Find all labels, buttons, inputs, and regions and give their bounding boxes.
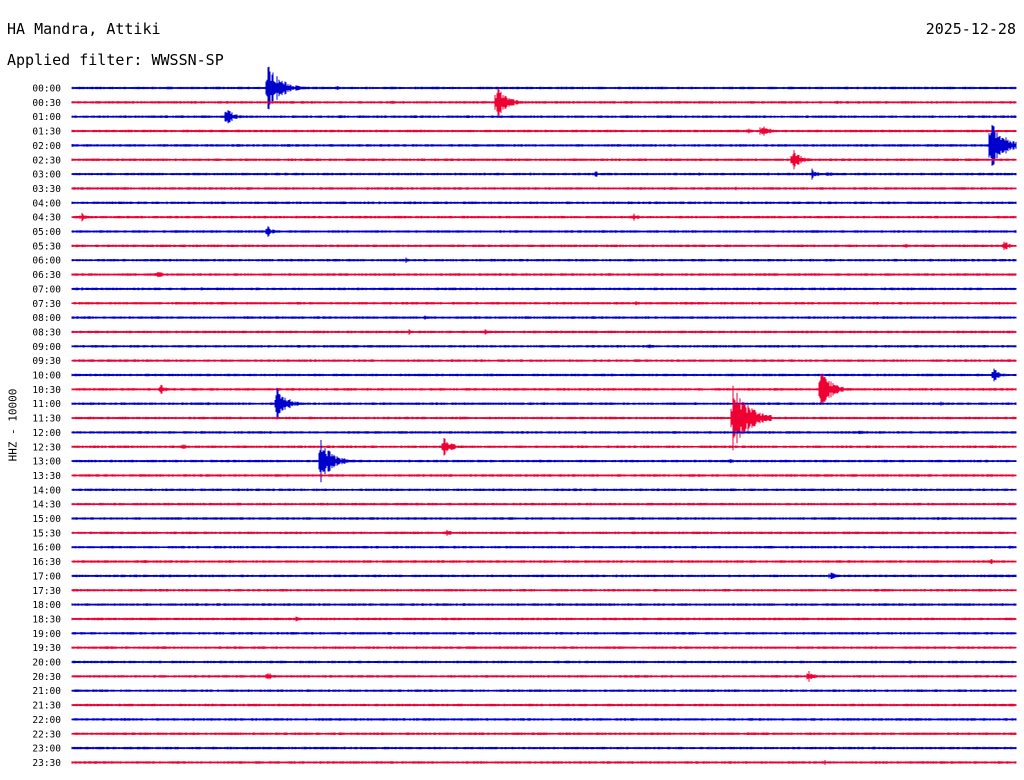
row-time-label: 13:30 — [32, 471, 61, 482]
row-time-label: 16:30 — [32, 557, 61, 568]
row-time-label: 21:30 — [32, 701, 61, 712]
row-time-label: 19:00 — [32, 629, 61, 640]
row-time-label: 06:00 — [32, 256, 61, 267]
row-time-label: 21:00 — [32, 686, 61, 697]
row-time-label: 19:30 — [32, 643, 61, 654]
filter-label: Applied filter: WWSSN-SP — [7, 51, 224, 69]
row-time-label: 23:30 — [32, 758, 61, 769]
row-time-label: 23:00 — [32, 744, 61, 755]
row-time-label: 12:30 — [32, 442, 61, 453]
row-time-label: 18:30 — [32, 614, 61, 625]
row-time-label: 05:30 — [32, 241, 61, 252]
row-time-label: 09:00 — [32, 342, 61, 353]
row-time-label: 10:00 — [32, 371, 61, 382]
row-time-label: 20:30 — [32, 672, 61, 683]
row-time-label: 02:00 — [32, 141, 61, 152]
row-time-label: 07:30 — [32, 299, 61, 310]
row-time-label: 03:00 — [32, 170, 61, 181]
row-time-label: 02:30 — [32, 155, 61, 166]
row-time-label: 08:30 — [32, 327, 61, 338]
row-time-label: 20:00 — [32, 658, 61, 669]
row-time-label: 22:30 — [32, 729, 61, 740]
row-time-label: 05:00 — [32, 227, 61, 238]
row-time-label: 13:00 — [32, 457, 61, 468]
row-time-label: 11:30 — [32, 414, 61, 425]
row-time-label: 00:30 — [32, 98, 61, 109]
row-time-label: 08:00 — [32, 313, 61, 324]
row-time-label: 15:00 — [32, 514, 61, 525]
row-time-label: 14:00 — [32, 485, 61, 496]
row-time-label: 16:00 — [32, 543, 61, 554]
row-time-label: 07:00 — [32, 284, 61, 295]
row-time-label: 09:30 — [32, 356, 61, 367]
row-time-label: 10:30 — [32, 385, 61, 396]
row-time-label: 22:00 — [32, 715, 61, 726]
row-time-label: 04:30 — [32, 213, 61, 224]
row-time-label: 06:30 — [32, 270, 61, 281]
row-time-label: 17:30 — [32, 586, 61, 597]
row-time-label: 01:30 — [32, 127, 61, 138]
row-time-label: 18:00 — [32, 600, 61, 611]
row-time-label: 04:00 — [32, 198, 61, 209]
row-time-label: 00:00 — [32, 84, 61, 95]
row-time-label: 12:00 — [32, 428, 61, 439]
station-title: HA Mandra, Attiki — [7, 20, 161, 38]
row-time-label: 03:30 — [32, 184, 61, 195]
row-time-label: 15:30 — [32, 528, 61, 539]
row-time-label: 14:30 — [32, 500, 61, 511]
row-time-label: 17:00 — [32, 571, 61, 582]
row-time-label: 11:00 — [32, 399, 61, 410]
row-time-label: 01:00 — [32, 112, 61, 123]
date-label: 2025-12-28 — [925, 20, 1016, 38]
